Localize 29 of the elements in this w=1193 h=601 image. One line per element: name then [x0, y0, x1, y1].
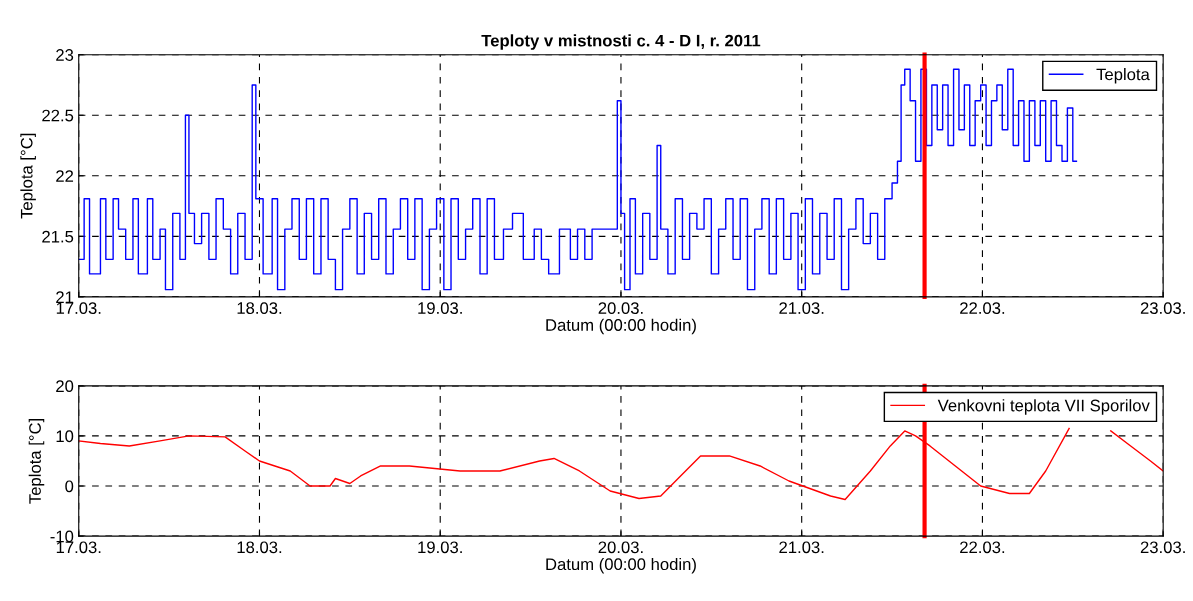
- x-tick-label: 18.03.: [237, 541, 282, 554]
- x-tick-label: 23.03.: [1140, 541, 1185, 554]
- x-tick-label: 19.03.: [418, 541, 462, 554]
- legend-label: Teplota: [1096, 68, 1150, 84]
- y-tick-label: 21.5: [42, 230, 74, 243]
- x-tick-label: 21.03.: [779, 541, 824, 554]
- x-tick-label: 22.03.: [960, 541, 1005, 554]
- y-axis-title: Teplota [°C]: [28, 418, 45, 504]
- y-tick-label: 10: [56, 430, 74, 443]
- y-tick-label: 20: [56, 380, 74, 393]
- x-tick-label: 17.03.: [56, 541, 101, 554]
- x-tick-label: 21.03.: [779, 302, 824, 314]
- y-tick-label: -10: [50, 530, 74, 543]
- y-tick-label: 23: [56, 49, 74, 61]
- y-tick-label: 21: [56, 291, 74, 303]
- y-tick-label: 0: [65, 480, 74, 493]
- x-axis-title: Datum (00:00 hodin): [546, 557, 696, 574]
- legend-label: Venkovni teplota VII Sporilov: [937, 399, 1150, 415]
- y-axis-title: Teplota [°C]: [20, 133, 36, 219]
- x-tick-label: 19.03.: [418, 302, 462, 314]
- x-tick-label: 22.03.: [960, 302, 1005, 314]
- x-tick-label: 20.03.: [598, 541, 643, 554]
- x-axis-title: Datum (00:00 hodin): [546, 318, 696, 335]
- chart-title: Teploty v mistnosti c. 4 - D I, r. 2011: [481, 34, 761, 50]
- y-tick-label: 22.5: [42, 109, 74, 122]
- x-tick-label: 18.03.: [237, 302, 282, 314]
- x-tick-label: 23.03.: [1140, 302, 1185, 314]
- y-tick-label: 22: [56, 170, 74, 182]
- x-tick-label: 20.03.: [598, 302, 643, 314]
